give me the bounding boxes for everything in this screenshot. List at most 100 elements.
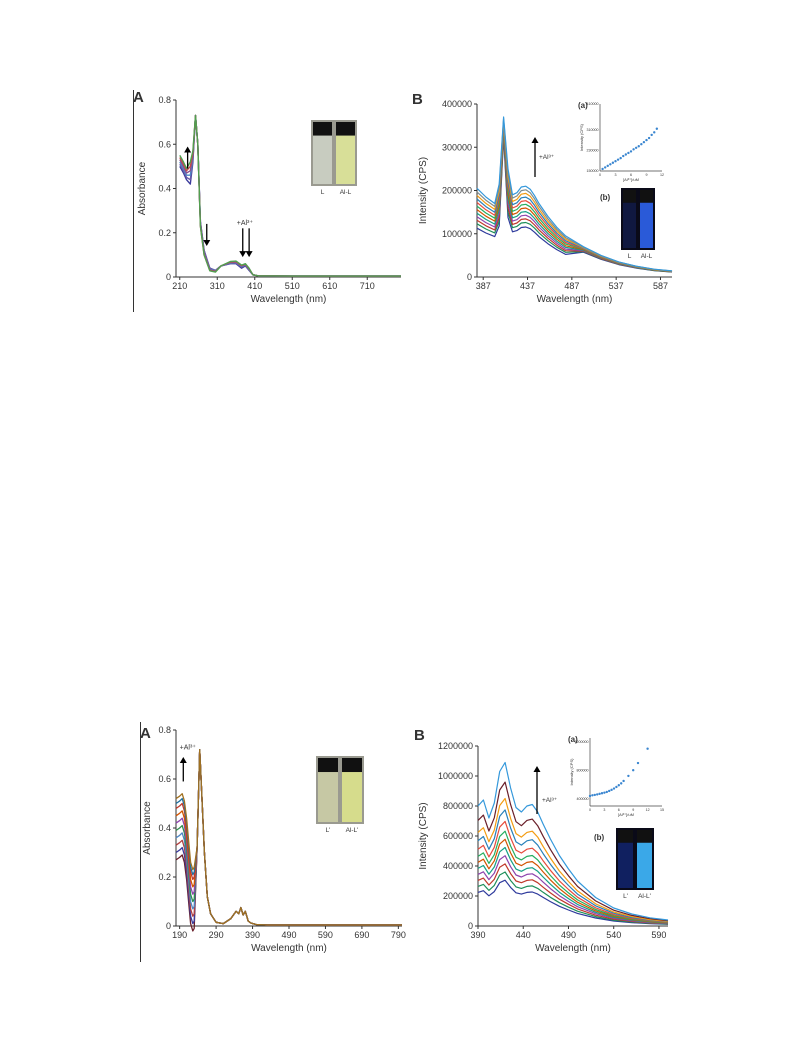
series-line <box>175 748 402 926</box>
annotation: +Al³⁺ <box>542 797 558 804</box>
y-tick-label: 200000 <box>442 186 472 196</box>
inset-data-point <box>601 167 604 171</box>
inset-data-point <box>596 793 599 796</box>
y-axis-label: Intensity (CPS) <box>418 157 429 224</box>
x-tick-label: 387 <box>476 281 491 291</box>
series-line <box>175 748 402 926</box>
vial-label: L' <box>326 827 331 834</box>
inset-data-point <box>609 163 612 166</box>
vial-cap <box>342 758 362 773</box>
vial-label: Al-L' <box>638 893 651 900</box>
series-line <box>477 855 669 924</box>
vial-cap <box>637 830 652 843</box>
inset-data-point <box>632 148 635 151</box>
inset-x-tick-label: 6 <box>618 808 620 812</box>
vial-label: L <box>321 189 325 196</box>
y-axis-label: Absorbance <box>137 161 148 215</box>
x-axis-label: Wavelength (nm) <box>535 943 611 954</box>
inset-data-point <box>653 131 656 134</box>
inset-data-point <box>655 127 659 130</box>
x-tick-label: 710 <box>360 281 375 291</box>
y-tick-label: 400000 <box>443 861 473 871</box>
vial-body <box>336 135 355 184</box>
vial-label: Al-L <box>340 189 352 196</box>
inset-data-point <box>634 146 638 150</box>
inset-a-label: (a) <box>578 101 588 110</box>
inset-y-axis-label: Intensity (CPS) <box>579 123 584 151</box>
inset-x-tick-label: 9 <box>646 173 648 177</box>
annotation: +Al³⁺ <box>539 154 555 161</box>
inset-y-tick-label: 150000 <box>587 169 599 173</box>
series-line <box>175 748 402 926</box>
inset-x-tick-label: 9 <box>632 808 634 812</box>
inset-data-point <box>608 789 611 793</box>
inset-x-axis-label: [Al³⁺]/uM <box>618 812 634 817</box>
inset-x-tick-label: 12 <box>660 173 664 177</box>
x-axis-label: Wavelength (nm) <box>537 294 613 305</box>
series-line <box>477 797 669 922</box>
x-tick-label: 437 <box>520 281 535 291</box>
inset-data-point <box>632 769 635 772</box>
inset-data-point <box>624 153 628 156</box>
inset-data-point <box>612 787 616 790</box>
x-tick-label: 390 <box>470 930 485 940</box>
inset-x-tick-label: 0 <box>599 173 601 177</box>
y-tick-label: 600000 <box>443 831 473 841</box>
inset-x-tick-label: 0 <box>589 808 591 812</box>
inset-data-point <box>620 782 623 785</box>
annotation: +Al³⁺ <box>237 220 254 227</box>
inset-y-tick-label: 1200000 <box>575 740 589 744</box>
series-line <box>477 871 669 925</box>
chart-top-a-svg: 210 310 410 510 610 710 0 0.2 0.4 0.6 0.8 Wavelengt… <box>133 89 401 305</box>
inset-data-point <box>627 151 630 155</box>
series-line <box>179 114 401 277</box>
inset-data-point <box>611 161 615 164</box>
inset-data-point <box>603 166 607 169</box>
inset-y-axis-label: Intensity (CPS) <box>569 758 574 786</box>
x-tick-label: 690 <box>354 930 369 940</box>
inset-data-point <box>647 136 651 140</box>
x-tick-label: 610 <box>322 281 337 291</box>
y-tick-label: 0.4 <box>158 823 171 833</box>
inset-b-label: (b) <box>594 833 605 842</box>
inset-data-point <box>636 761 640 765</box>
arrow-up-head <box>533 766 541 772</box>
vial-label: L <box>628 253 632 260</box>
x-tick-label: 490 <box>561 930 576 940</box>
vial-label: L' <box>623 893 628 900</box>
y-tick-label: 0 <box>467 272 472 282</box>
x-tick-label: 487 <box>564 281 579 291</box>
arrow-down-head <box>245 251 253 258</box>
chart-top-b-svg: 387 437 487 537 587 0 100000 200000 300000 400000… <box>412 91 673 305</box>
y-tick-label: 0 <box>166 921 171 931</box>
x-tick-label: 510 <box>285 281 300 291</box>
arrow-down-head <box>203 240 211 247</box>
arrow-up-head <box>184 146 192 153</box>
inset-data-point <box>588 794 592 798</box>
series-line <box>175 748 402 926</box>
x-tick-label: 290 <box>209 930 224 940</box>
inset-x-tick-label: 3 <box>615 173 617 177</box>
inset-x-tick-label: 15 <box>660 808 664 812</box>
x-tick-label: 540 <box>606 930 621 940</box>
x-tick-label: 190 <box>172 930 187 940</box>
x-tick-label: 590 <box>318 930 333 940</box>
inset-data-point <box>619 156 622 160</box>
inset-data-point <box>642 140 646 144</box>
series-line <box>175 748 402 926</box>
series-line <box>477 830 669 924</box>
y-tick-label: 0.2 <box>158 228 171 238</box>
series-line <box>175 748 402 926</box>
inset-data-point <box>629 150 633 153</box>
series-line <box>179 114 401 277</box>
inset-data-point <box>622 154 625 158</box>
series-line <box>477 838 669 924</box>
y-tick-label: 0.2 <box>158 872 171 882</box>
series-line <box>476 116 673 272</box>
panel-label: A <box>140 725 151 742</box>
inset-data-point <box>605 790 608 794</box>
inset-x-tick-label: 12 <box>646 808 650 812</box>
arrow-up-head <box>531 137 539 143</box>
vial-cap <box>618 830 633 843</box>
vial-cap <box>623 190 636 203</box>
